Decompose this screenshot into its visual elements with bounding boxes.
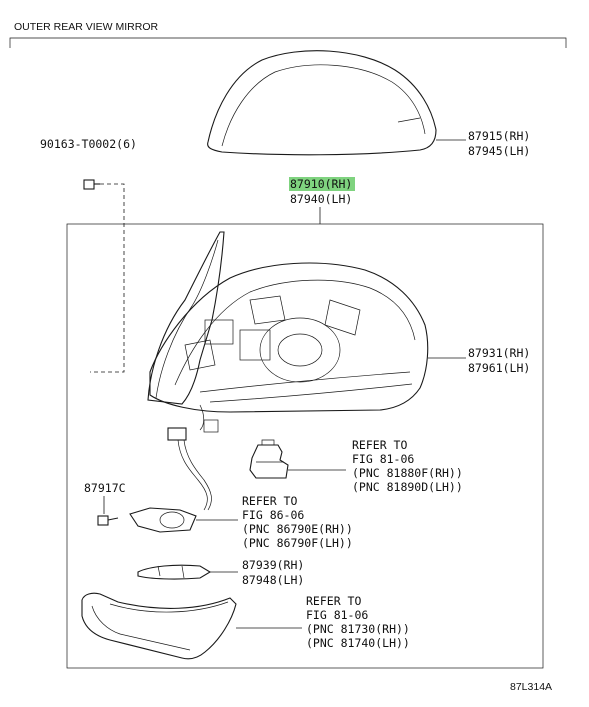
- label-line: REFER TO: [306, 594, 361, 608]
- camera-harness: [129, 427, 212, 533]
- figure-code: 87L314A: [510, 681, 552, 693]
- assembly-frame: [66, 223, 544, 669]
- label-line: 87961(LH): [468, 361, 530, 375]
- label-line: FIG 81-06: [306, 608, 368, 622]
- label-line: 87917C: [84, 481, 126, 495]
- label-screw: 87917C: [84, 481, 126, 495]
- label-turn-lamp: REFER TO FIG 81-06 (PNC 81730(RH)) (PNC …: [306, 594, 410, 650]
- label-line: (PNC 86790F(LH)): [242, 536, 353, 550]
- label-lamp-socket: REFER TO FIG 81-06 (PNC 81880F(RH)) (PNC…: [352, 438, 463, 494]
- lamp-socket: [249, 439, 289, 479]
- mirror-cover: [207, 50, 437, 156]
- label-line: REFER TO: [242, 494, 297, 508]
- label-line: FIG 86-06: [242, 508, 304, 522]
- label-cover-plate: 87939(RH) 87948(LH): [242, 558, 304, 587]
- label-line: 87915(RH): [468, 129, 530, 143]
- label-line: (PNC 81880F(RH)): [352, 466, 463, 480]
- label-line: FIG 81-06: [352, 452, 414, 466]
- label-line: (PNC 81890D(LH)): [352, 480, 463, 494]
- turn-lamp: [81, 592, 237, 660]
- label-line: REFER TO: [352, 438, 407, 452]
- diagram-title: OUTER REAR VIEW MIRROR: [14, 21, 159, 33]
- label-line: (PNC 86790E(RH)): [242, 522, 353, 536]
- label-line: 87948(LH): [242, 573, 304, 587]
- label-line: (PNC 81730(RH)): [306, 622, 410, 636]
- label-line: 87910(RH): [290, 177, 352, 191]
- screw-icon: [97, 515, 119, 526]
- label-bolt: 90163-T0002(6): [40, 137, 137, 151]
- label-camera: REFER TO FIG 86-06 (PNC 86790E(RH)) (PNC…: [242, 494, 353, 550]
- header-bracket: [9, 37, 567, 48]
- label-line: 87939(RH): [242, 558, 304, 572]
- label-line: 87931(RH): [468, 346, 530, 360]
- label-visor: 87931(RH) 87961(LH): [468, 346, 530, 375]
- bolt-icon: [83, 179, 100, 190]
- leader-bolt: [90, 183, 125, 373]
- label-line: 87945(LH): [468, 144, 530, 158]
- highlight-box: [289, 177, 355, 191]
- label-cover: 87915(RH) 87945(LH): [468, 129, 530, 158]
- label-line: 87940(LH): [290, 192, 352, 206]
- label-assembly: 87910(RH) 87940(LH): [289, 177, 355, 206]
- label-line: 90163-T0002(6): [40, 137, 137, 151]
- cover-plate: [137, 564, 212, 580]
- mirror-assembly: [147, 231, 429, 433]
- label-line: (PNC 81740(LH)): [306, 636, 410, 650]
